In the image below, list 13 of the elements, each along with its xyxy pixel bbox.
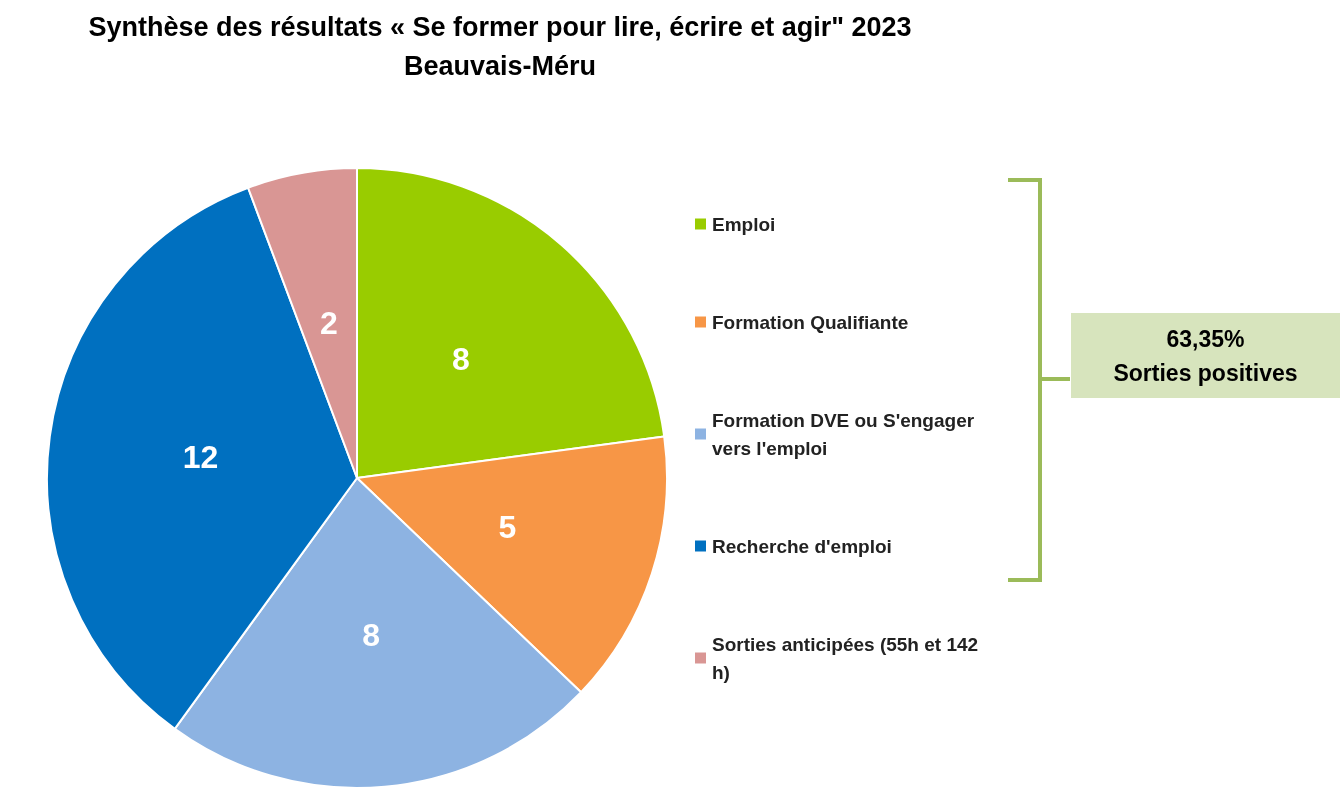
data-label: 12 — [182, 438, 219, 475]
legend-label: Formation Qualifiante — [712, 311, 909, 333]
data-label: 2 — [319, 304, 338, 341]
legend-label: Emploi — [712, 213, 776, 235]
text: 63,35% Sorties positives — [1071, 313, 1340, 398]
legend-label: Sorties anticipées (55h et 142 h) — [712, 633, 984, 683]
legend-label: Recherche d'emploi — [712, 535, 892, 557]
legend-label: Formation DVE ou S'engager vers l'emploi — [712, 409, 980, 459]
data-label: 8 — [452, 341, 470, 378]
chart-subtitle: Beauvais-Méru — [403, 50, 597, 81]
data-label: 5 — [498, 508, 517, 545]
data-label: 8 — [362, 617, 381, 654]
chart-title: Synthèse des résultats « Se former pour lire, écrire et agir" 2023 — [88, 11, 912, 42]
